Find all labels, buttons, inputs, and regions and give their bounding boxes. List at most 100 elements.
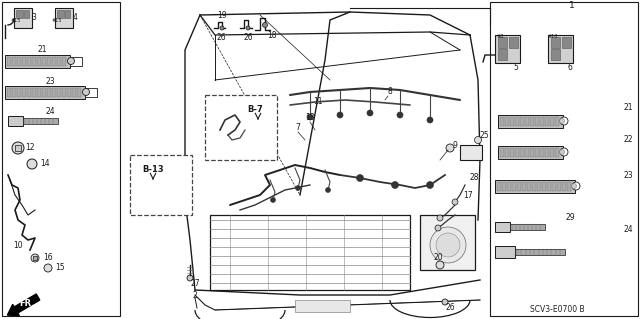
Circle shape xyxy=(437,215,443,221)
Bar xyxy=(515,249,565,255)
Bar xyxy=(23,118,58,124)
Bar xyxy=(67,88,71,97)
Circle shape xyxy=(326,188,330,192)
Bar xyxy=(510,117,514,126)
Circle shape xyxy=(442,299,448,305)
Bar xyxy=(42,57,46,66)
Bar xyxy=(502,182,506,191)
Circle shape xyxy=(430,227,466,263)
Bar xyxy=(22,88,26,97)
Bar xyxy=(295,300,350,312)
Bar xyxy=(490,2,638,316)
Bar xyxy=(527,182,531,191)
Text: #8: #8 xyxy=(497,33,504,39)
Bar xyxy=(550,148,554,157)
Bar xyxy=(548,35,573,63)
Bar xyxy=(52,88,56,97)
Text: 21: 21 xyxy=(37,46,47,55)
Bar xyxy=(505,148,509,157)
Circle shape xyxy=(397,112,403,118)
Bar xyxy=(551,37,560,48)
Circle shape xyxy=(392,182,399,189)
FancyArrow shape xyxy=(8,294,40,315)
Circle shape xyxy=(187,275,193,281)
Bar xyxy=(12,57,16,66)
Bar xyxy=(497,182,501,191)
Bar xyxy=(33,256,37,260)
Text: 6: 6 xyxy=(568,63,572,72)
Text: 24: 24 xyxy=(623,226,633,234)
Bar xyxy=(498,37,507,48)
Bar xyxy=(545,148,549,157)
Text: FR.: FR. xyxy=(19,299,35,308)
Bar xyxy=(530,117,534,126)
Bar xyxy=(65,10,70,18)
Text: SCV3-E0700 B: SCV3-E0700 B xyxy=(530,306,584,315)
Bar xyxy=(540,148,544,157)
Text: 3: 3 xyxy=(31,12,36,21)
Circle shape xyxy=(296,186,301,190)
Text: 23: 23 xyxy=(623,170,633,180)
Circle shape xyxy=(572,183,577,189)
Bar xyxy=(522,182,526,191)
Bar xyxy=(552,182,556,191)
Text: 29: 29 xyxy=(565,213,575,222)
Bar xyxy=(5,55,70,68)
Text: 8: 8 xyxy=(388,87,392,97)
Bar xyxy=(535,117,539,126)
Bar xyxy=(495,246,515,258)
Bar xyxy=(515,117,519,126)
Bar xyxy=(525,148,529,157)
Bar xyxy=(7,88,11,97)
Text: #10: #10 xyxy=(548,33,558,39)
Text: #15: #15 xyxy=(11,18,21,23)
Bar xyxy=(27,57,31,66)
Bar xyxy=(520,117,524,126)
Text: 17: 17 xyxy=(463,190,473,199)
Text: 14: 14 xyxy=(40,159,50,167)
Bar xyxy=(500,117,504,126)
Bar xyxy=(2,2,120,316)
Text: 26: 26 xyxy=(216,33,226,42)
Circle shape xyxy=(27,159,37,169)
Bar xyxy=(520,148,524,157)
Circle shape xyxy=(44,264,52,272)
Bar xyxy=(42,88,46,97)
Bar xyxy=(498,146,563,159)
Text: 5: 5 xyxy=(513,63,518,72)
Circle shape xyxy=(436,233,460,257)
Bar xyxy=(17,88,21,97)
Bar xyxy=(495,180,575,193)
Bar xyxy=(27,88,31,97)
Bar xyxy=(72,88,76,97)
Bar xyxy=(57,10,64,18)
Bar xyxy=(7,57,11,66)
Bar xyxy=(52,57,56,66)
Bar xyxy=(57,88,61,97)
Text: 9: 9 xyxy=(452,140,458,150)
Bar xyxy=(510,148,514,157)
Circle shape xyxy=(356,174,364,182)
Circle shape xyxy=(560,117,568,125)
Bar xyxy=(562,37,571,48)
Text: B-13: B-13 xyxy=(142,166,164,174)
Text: #15: #15 xyxy=(52,18,62,23)
Bar xyxy=(509,37,518,48)
Bar xyxy=(535,148,539,157)
Bar xyxy=(62,57,66,66)
Circle shape xyxy=(560,148,568,156)
Circle shape xyxy=(426,182,433,189)
Bar xyxy=(551,49,560,60)
Bar xyxy=(532,182,536,191)
Bar xyxy=(537,182,541,191)
Text: 23: 23 xyxy=(45,78,55,86)
Bar xyxy=(17,57,21,66)
Bar xyxy=(517,182,521,191)
Circle shape xyxy=(427,117,433,123)
Bar xyxy=(8,116,23,126)
Text: 2: 2 xyxy=(193,291,197,300)
Bar xyxy=(210,215,410,290)
Bar xyxy=(562,182,566,191)
Text: 25: 25 xyxy=(479,130,489,139)
Bar xyxy=(130,155,192,215)
